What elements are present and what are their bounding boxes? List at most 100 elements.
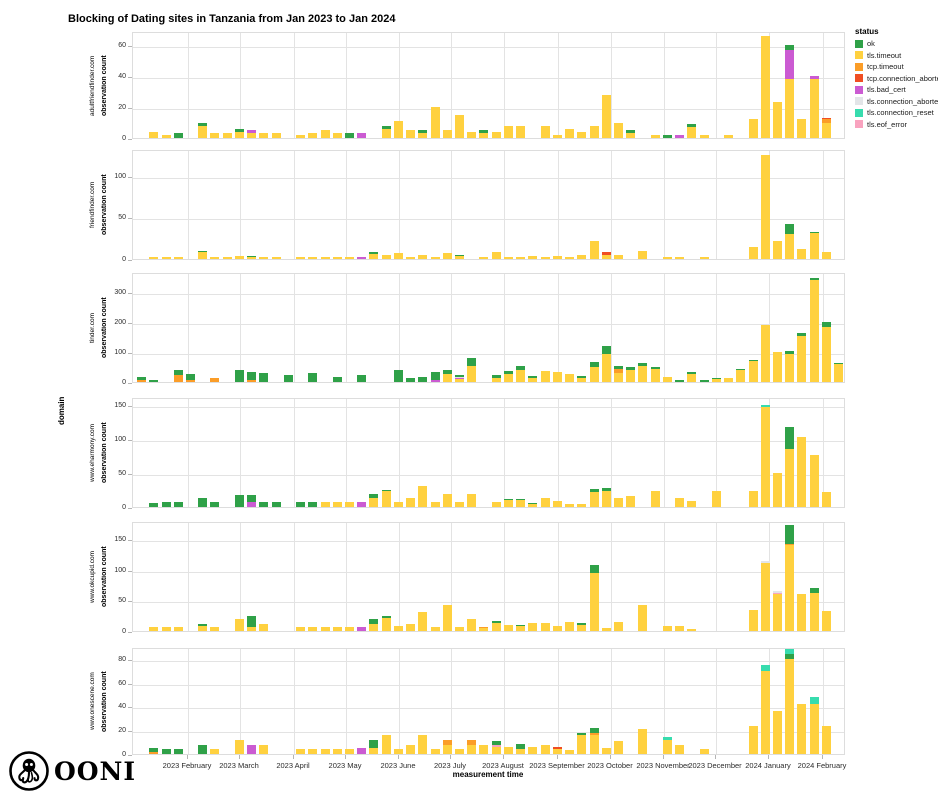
stacked-bar-segment-ok[interactable] <box>308 502 318 507</box>
stacked-bar-segment-tt[interactable] <box>797 437 807 507</box>
stacked-bar-segment-tt[interactable] <box>662 376 672 382</box>
stacked-bar-segment-tt[interactable] <box>430 626 440 631</box>
stacked-bar-segment-tt[interactable] <box>161 627 171 631</box>
stacked-bar-segment-ok[interactable] <box>442 370 452 374</box>
stacked-bar-segment-tt[interactable] <box>442 605 452 631</box>
stacked-bar-segment-ok[interactable] <box>369 739 379 749</box>
stacked-bar-segment-ok[interactable] <box>626 367 636 370</box>
stacked-bar-segment-tt[interactable] <box>149 627 159 631</box>
stacked-bar-segment-ok[interactable] <box>283 375 293 382</box>
stacked-bar-segment-tt[interactable] <box>259 133 269 138</box>
stacked-bar-segment-ok[interactable] <box>198 623 208 627</box>
stacked-bar-segment-ok[interactable] <box>809 588 819 594</box>
stacked-bar-segment-tt[interactable] <box>577 378 587 382</box>
stacked-bar-segment-ok[interactable] <box>516 624 526 627</box>
stacked-bar-segment-tt[interactable] <box>638 604 648 631</box>
stacked-bar-segment-ta[interactable] <box>455 376 464 378</box>
stacked-bar-segment-tt[interactable] <box>528 503 538 507</box>
stacked-bar-segment-tt[interactable] <box>626 133 636 138</box>
stacked-bar-segment-tt[interactable] <box>296 627 305 631</box>
stacked-bar-segment-ok[interactable] <box>687 372 697 374</box>
stacked-bar-segment-ct[interactable] <box>247 380 257 382</box>
stacked-bar-segment-tt[interactable] <box>638 250 648 259</box>
stacked-bar-segment-tt[interactable] <box>491 501 501 507</box>
stacked-bar-segment-tt[interactable] <box>540 370 550 382</box>
stacked-bar-segment-tt[interactable] <box>650 134 660 138</box>
stacked-bar-segment-tt[interactable] <box>381 735 391 754</box>
stacked-bar-segment-ok[interactable] <box>662 134 672 138</box>
stacked-bar-segment-tt[interactable] <box>393 253 403 259</box>
stacked-bar-segment-tt[interactable] <box>430 501 440 507</box>
stacked-bar-segment-tt[interactable] <box>773 473 782 507</box>
stacked-bar-segment-ok[interactable] <box>516 498 526 500</box>
stacked-bar-segment-tt[interactable] <box>418 254 428 259</box>
stacked-bar-segment-tt[interactable] <box>332 133 342 138</box>
stacked-bar-segment-tt[interactable] <box>552 134 562 138</box>
stacked-bar-segment-tt[interactable] <box>528 377 538 382</box>
stacked-bar-segment-tt[interactable] <box>491 131 501 138</box>
stacked-bar-segment-ok[interactable] <box>198 498 208 507</box>
stacked-bar-segment-tt[interactable] <box>638 365 648 382</box>
stacked-bar-segment-tt[interactable] <box>308 749 318 754</box>
stacked-bar-segment-tt[interactable] <box>601 748 611 754</box>
stacked-bar-segment-ok[interactable] <box>173 370 183 376</box>
stacked-bar-segment-tt[interactable] <box>773 240 782 259</box>
stacked-bar-segment-tr[interactable] <box>785 649 795 655</box>
stacked-bar-segment-tt[interactable] <box>308 133 318 138</box>
stacked-bar-segment-tt[interactable] <box>320 626 330 631</box>
stacked-bar-segment-tt[interactable] <box>479 627 489 631</box>
stacked-bar-segment-tt[interactable] <box>344 626 354 631</box>
stacked-bar-segment-tt[interactable] <box>503 746 513 754</box>
stacked-bar-segment-tt[interactable] <box>565 128 575 138</box>
stacked-bar-segment-tt[interactable] <box>675 626 685 631</box>
stacked-bar-segment-ok[interactable] <box>198 744 208 754</box>
stacked-bar-segment-ct[interactable] <box>137 379 146 382</box>
stacked-bar-segment-tt[interactable] <box>503 373 513 382</box>
stacked-bar-segment-ok[interactable] <box>516 365 526 370</box>
stacked-bar-segment-tr[interactable] <box>662 737 672 740</box>
stacked-bar-segment-tt[interactable] <box>271 133 281 138</box>
stacked-bar-segment-tt[interactable] <box>467 494 477 507</box>
stacked-bar-segment-tt[interactable] <box>173 627 183 631</box>
stacked-bar-segment-ok[interactable] <box>589 362 599 367</box>
stacked-bar-segment-tt[interactable] <box>271 257 281 259</box>
stacked-bar-segment-tt[interactable] <box>296 134 305 138</box>
stacked-bar-segment-tt[interactable] <box>491 377 501 382</box>
stacked-bar-segment-tt[interactable] <box>711 379 721 382</box>
stacked-bar-segment-tt[interactable] <box>614 373 623 382</box>
stacked-bar-segment-ok[interactable] <box>650 367 660 369</box>
stacked-bar-segment-tt[interactable] <box>785 658 795 754</box>
stacked-bar-segment-tt[interactable] <box>834 364 844 382</box>
stacked-bar-segment-tt[interactable] <box>809 593 819 631</box>
stacked-bar-segment-ok[interactable] <box>259 372 269 382</box>
stacked-bar-segment-ok[interactable] <box>626 130 636 134</box>
stacked-bar-segment-tt[interactable] <box>381 491 391 507</box>
stacked-bar-segment-ok[interactable] <box>589 565 599 573</box>
stacked-bar-segment-ok[interactable] <box>381 490 391 492</box>
stacked-bar-segment-tt[interactable] <box>442 130 452 138</box>
stacked-bar-segment-tt[interactable] <box>565 621 575 631</box>
stacked-bar-segment-tt[interactable] <box>748 246 758 259</box>
stacked-bar-segment-tt[interactable] <box>516 125 526 138</box>
stacked-bar-segment-tt[interactable] <box>589 125 599 138</box>
stacked-bar-segment-tt[interactable] <box>821 725 831 754</box>
stacked-bar-segment-ok[interactable] <box>834 362 844 364</box>
stacked-bar-segment-ok[interactable] <box>528 502 538 504</box>
stacked-bar-segment-tt[interactable] <box>699 257 709 259</box>
stacked-bar-segment-tt[interactable] <box>344 257 354 259</box>
stacked-bar-segment-tt[interactable] <box>455 379 464 382</box>
stacked-bar-segment-ok[interactable] <box>234 370 244 382</box>
stacked-bar-segment-tt[interactable] <box>809 704 819 754</box>
stacked-bar-segment-ok[interactable] <box>173 133 183 138</box>
stacked-bar-segment-ok[interactable] <box>748 359 758 361</box>
stacked-bar-segment-tt[interactable] <box>149 257 159 259</box>
stacked-bar-segment-ok[interactable] <box>430 372 440 380</box>
stacked-bar-segment-ct[interactable] <box>821 119 831 123</box>
stacked-bar-segment-tt[interactable] <box>247 626 257 631</box>
stacked-bar-segment-tt[interactable] <box>577 131 587 138</box>
stacked-bar-segment-tt[interactable] <box>540 744 550 754</box>
stacked-bar-segment-tt[interactable] <box>320 257 330 259</box>
stacked-bar-segment-tt[interactable] <box>430 256 440 259</box>
stacked-bar-segment-tt[interactable] <box>381 128 391 138</box>
stacked-bar-segment-ok[interactable] <box>259 501 269 507</box>
